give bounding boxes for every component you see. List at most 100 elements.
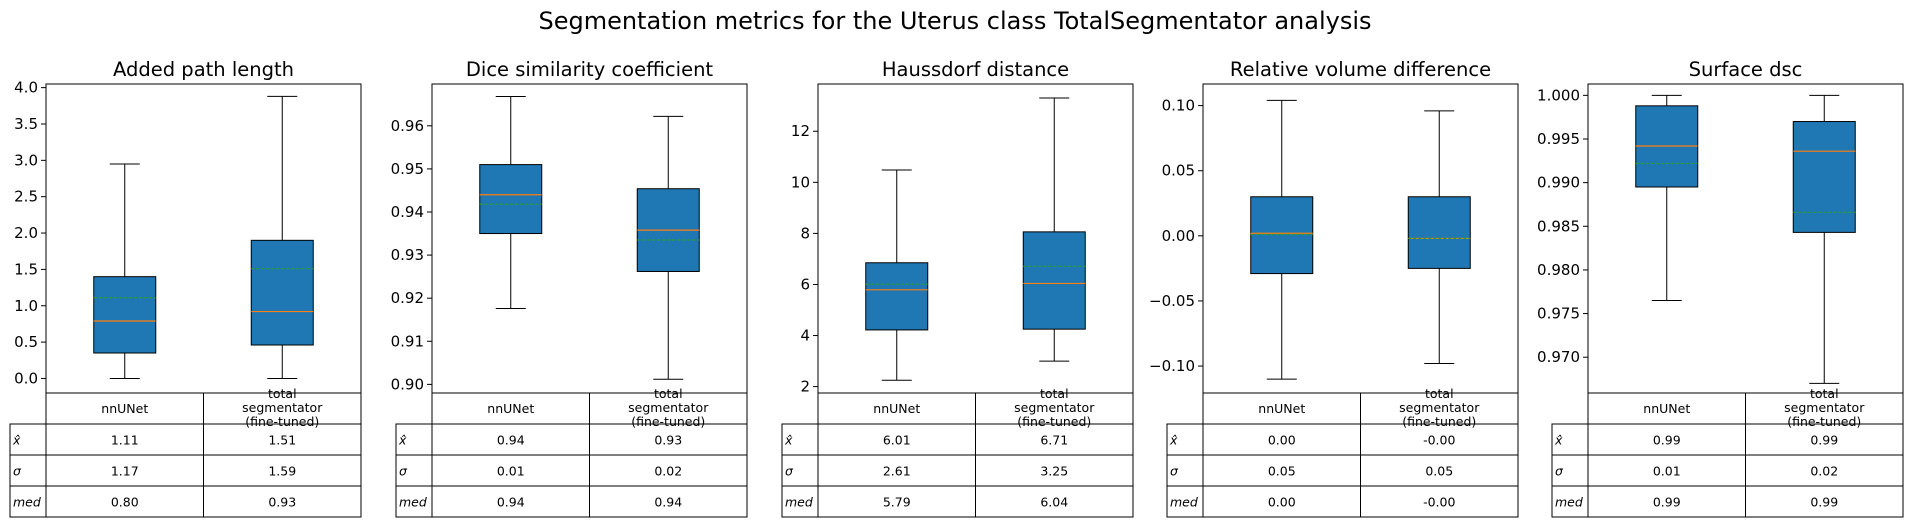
table-cell: 0.02 — [1810, 464, 1838, 479]
table-column-header: (fine-tuned) — [1402, 414, 1476, 429]
table-cell: 0.00 — [1268, 433, 1296, 448]
table-cell: 2.61 — [883, 464, 911, 479]
panel-title: Surface dsc — [1689, 58, 1803, 81]
y-tick-label: 12 — [791, 122, 810, 140]
table-cell: 1.51 — [268, 433, 296, 448]
table-column-header: nnUNet — [487, 401, 534, 416]
y-tick-label: 0.05 — [1162, 162, 1195, 180]
panel-title: Dice similarity coefficient — [466, 58, 714, 81]
table-column-header: segmentator — [1399, 400, 1480, 415]
box-1 — [1250, 99, 1314, 380]
y-tick-label: 2 — [800, 378, 810, 396]
panel-title: Relative volume difference — [1230, 58, 1491, 81]
iqr-box — [479, 164, 543, 235]
y-tick-label: 3.5 — [14, 115, 38, 133]
table-row-label: x̂ — [784, 433, 793, 448]
table-column-header: (fine-tuned) — [631, 414, 705, 429]
y-tick-label: 1.5 — [14, 260, 38, 278]
table-row-label: σ — [785, 464, 794, 479]
y-tick-label: 0.985 — [1537, 217, 1580, 235]
box-1 — [93, 163, 157, 379]
table-column-header: nnUNet — [1258, 401, 1305, 416]
table-body-frame — [781, 423, 1134, 518]
table-cell: 0.94 — [654, 495, 682, 510]
iqr-box — [1250, 196, 1314, 275]
table-cell: 0.01 — [497, 464, 525, 479]
table-cell: 0.99 — [1810, 495, 1838, 510]
table-cell: 0.99 — [1810, 433, 1838, 448]
table-cell: 6.71 — [1040, 433, 1068, 448]
table-row-label: x̂ — [1169, 433, 1178, 448]
table-row-label: x̂ — [398, 433, 407, 448]
table-cell: 1.11 — [111, 433, 139, 448]
iqr-box — [1792, 121, 1856, 233]
table-cell: -0.00 — [1423, 495, 1455, 510]
table-body-frame — [1551, 423, 1904, 518]
y-tick-label: 0.96 — [391, 117, 424, 135]
y-tick-label: 8 — [800, 224, 810, 242]
table-column-header: total — [1810, 386, 1839, 401]
table-cell: 3.25 — [1040, 464, 1068, 479]
table-row-label: med — [399, 495, 427, 510]
y-tick-label: 1.0 — [14, 297, 38, 315]
iqr-box — [93, 276, 157, 354]
y-tick-label: 0.0 — [14, 369, 38, 387]
table-cell: 0.05 — [1268, 464, 1296, 479]
panels: Added path length 0.0 0.5 1.0 1.5 2.0 2.5 3.0 3.… — [9, 58, 1904, 518]
table-cell: 0.02 — [654, 464, 682, 479]
table-column-header: total — [654, 386, 683, 401]
table-cell: 0.94 — [497, 433, 525, 448]
table-column-header: total — [1425, 386, 1454, 401]
table-cell: 0.00 — [1268, 495, 1296, 510]
table-body-frame — [9, 423, 362, 518]
table-body-frame — [1166, 423, 1519, 518]
y-tick-label: 0.980 — [1537, 261, 1580, 279]
table-cell: -0.00 — [1423, 433, 1455, 448]
table-column-header: (fine-tuned) — [1017, 414, 1091, 429]
table-cell: 0.99 — [1653, 495, 1681, 510]
table-column-header: segmentator — [242, 400, 323, 415]
panel-3: Haussdorf distance 2 4 6 8 10 12 nnUNet totalseg… — [781, 58, 1134, 518]
table-column-header: nnUNet — [1643, 401, 1690, 416]
y-tick-label: 0.91 — [391, 332, 424, 350]
y-tick-label: −0.05 — [1149, 292, 1195, 310]
table-row-label: x̂ — [1554, 433, 1563, 448]
box-1 — [1635, 94, 1699, 301]
iqr-box — [250, 239, 314, 346]
table-cell: 0.99 — [1653, 433, 1681, 448]
y-tick-label: 0.94 — [391, 203, 424, 221]
table-cell: 0.93 — [268, 495, 296, 510]
table-column-header: (fine-tuned) — [1787, 414, 1861, 429]
table-row-label: σ — [1555, 464, 1564, 479]
table-row-label: σ — [13, 464, 22, 479]
table-cell: 1.59 — [268, 464, 296, 479]
box-2 — [1407, 110, 1471, 364]
iqr-box — [1407, 196, 1471, 269]
table-cell: 0.01 — [1653, 464, 1681, 479]
table-cell: 6.04 — [1040, 495, 1068, 510]
figure-title: Segmentation metrics for the Uterus clas… — [538, 7, 1371, 35]
table-cell: 1.17 — [111, 464, 139, 479]
y-tick-label: 10 — [791, 173, 810, 191]
table-cell: 6.01 — [883, 433, 911, 448]
panel-title: Added path length — [113, 58, 294, 81]
table-column-header: nnUNet — [101, 401, 148, 416]
panel-1: Added path length 0.0 0.5 1.0 1.5 2.0 2.5 3.0 3.… — [9, 58, 362, 518]
y-tick-label: 0.970 — [1537, 348, 1580, 366]
table-column-header: total — [268, 386, 297, 401]
table-column-header: total — [1040, 386, 1069, 401]
y-tick-label: −0.10 — [1149, 357, 1195, 375]
iqr-box — [1022, 231, 1086, 330]
y-tick-label: 0.95 — [391, 160, 424, 178]
table-cell: 0.94 — [497, 495, 525, 510]
table-row-label: med — [785, 495, 813, 510]
y-tick-label: 1.000 — [1537, 86, 1580, 104]
table-cell: 0.05 — [1425, 464, 1453, 479]
y-tick-label: 0.990 — [1537, 174, 1580, 192]
table-row-label: med — [1170, 495, 1198, 510]
